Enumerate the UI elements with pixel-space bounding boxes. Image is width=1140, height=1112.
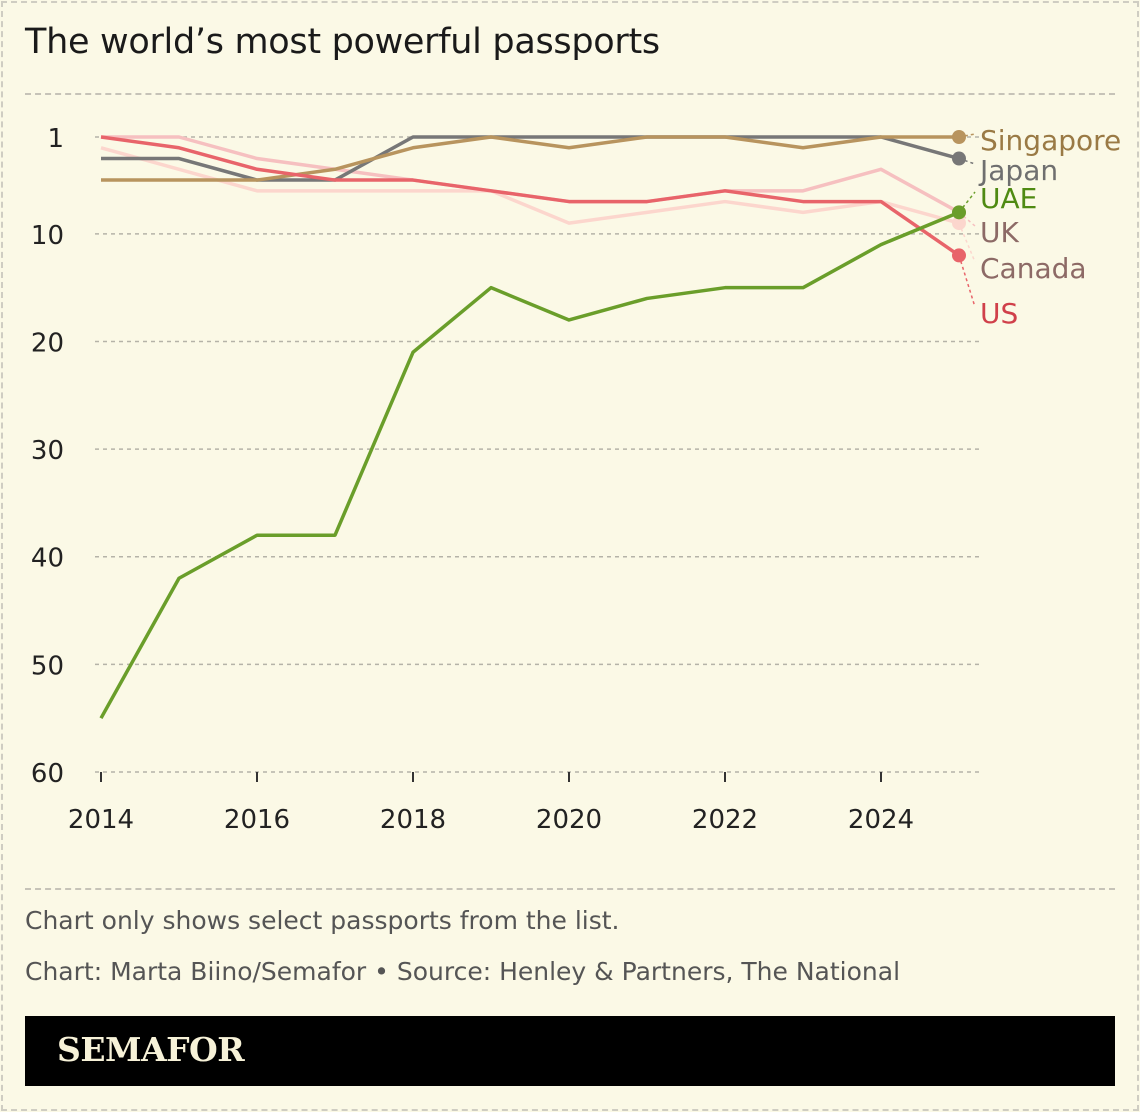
series-japan: Japan <box>101 135 1058 187</box>
end-point-marker <box>952 216 966 231</box>
series-label: Singapore <box>980 124 1121 157</box>
x-tick-label: 2024 <box>848 805 914 835</box>
series-uae: UAE <box>99 182 1037 720</box>
chart-note: Chart only shows select passports from t… <box>25 906 620 935</box>
brand-bar: SEMAFOR <box>25 1016 1115 1086</box>
series-label: US <box>980 297 1018 330</box>
label-leader <box>958 255 976 308</box>
y-tick-label: 20 <box>31 328 64 358</box>
x-tick-label: 2014 <box>68 805 134 835</box>
x-tick-label: 2020 <box>536 805 602 835</box>
label-leader <box>958 191 976 213</box>
end-point-marker <box>952 248 966 263</box>
y-tick-label: 40 <box>31 544 64 574</box>
semafor-logo: SEMAFOR <box>57 1030 245 1069</box>
end-point-marker <box>952 151 966 166</box>
series-label: Japan <box>978 154 1058 187</box>
series-canada: Canada <box>100 146 1087 285</box>
title-separator <box>25 93 1115 95</box>
series-line <box>101 135 959 182</box>
y-tick-label: 60 <box>31 759 64 789</box>
y-tick-label: 1 <box>47 124 64 154</box>
series-line <box>101 135 960 182</box>
end-point-marker <box>952 130 966 144</box>
end-point-marker <box>952 205 966 220</box>
y-tick-label: 50 <box>31 651 64 681</box>
label-leader <box>958 222 976 263</box>
chart-title: The world’s most powerful passports <box>25 22 660 62</box>
x-tick-label: 2016 <box>224 805 290 835</box>
series-uk: UK <box>101 135 1019 249</box>
series-line <box>100 146 960 225</box>
series-label: UK <box>980 216 1019 249</box>
series-singapore: Singapore <box>101 124 1121 182</box>
y-tick-label: 30 <box>31 436 64 466</box>
series-label: Canada <box>980 252 1087 285</box>
x-tick-label: 2022 <box>692 805 758 835</box>
x-tick-label: 2018 <box>380 805 446 835</box>
series-line <box>99 210 960 720</box>
series-label: UAE <box>980 182 1037 215</box>
chart-credit: Chart: Marta Biino/Semafor • Source: Hen… <box>25 957 901 986</box>
series-line <box>100 135 960 257</box>
series-us: US <box>100 135 1018 330</box>
y-tick-label: 10 <box>31 221 64 251</box>
footer-separator <box>25 888 1115 890</box>
